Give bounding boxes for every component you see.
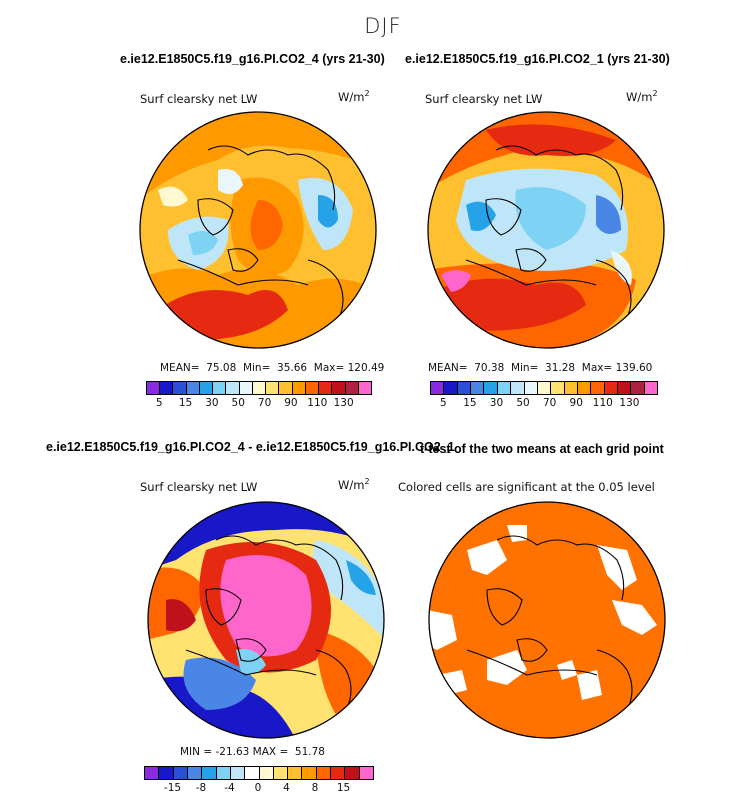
colorbar-cell: [497, 382, 512, 394]
colorbar-tick-label: 0: [254, 782, 262, 794]
colorbar-cell: [186, 382, 200, 394]
colorbar-tick-label: 110: [592, 397, 613, 409]
colorbar-cell: [331, 767, 346, 779]
colorbar-cell: [511, 382, 525, 394]
colorbar-tick-label: 15: [336, 782, 351, 794]
colorbar-cell: [604, 382, 619, 394]
colorbar-ticks-2: 5 15 30 50 70 90 110 130: [430, 397, 656, 411]
colorbar-tick-label: 50: [231, 397, 245, 409]
case-title-1: e.ie12.E1850C5.f19_g16.PI.CO2_4 (yrs 21-…: [120, 52, 385, 66]
colorbar-tick-label: 15: [178, 397, 193, 409]
colorbar-cell: [316, 767, 332, 779]
colorbar-tick-label: -8: [195, 782, 207, 794]
colorbar-cell: [187, 767, 203, 779]
colorbar-tick-label: 30: [489, 397, 504, 409]
season-title: DJF: [364, 14, 402, 38]
colorbar-tick-label: 70: [542, 397, 557, 409]
colorbar-panel-2: [430, 381, 658, 395]
map-panel-4: [428, 501, 666, 739]
colorbar-cell: [457, 382, 472, 394]
variable-label-2: Surf clearsky net LW: [425, 92, 543, 106]
colorbar-cell: [147, 382, 161, 394]
colorbar-cell: [345, 382, 359, 394]
colorbar-cell: [160, 382, 174, 394]
colorbar-cell: [213, 382, 227, 394]
colorbar-cell: [202, 767, 217, 779]
colorbar-cell: [259, 767, 274, 779]
colorbar-cell: [173, 382, 187, 394]
colorbar-tick-label: 4: [283, 782, 290, 794]
colorbar-cell: [173, 767, 188, 779]
stats-panel-3: MIN = -21.63 MAX = 51.78: [180, 746, 325, 758]
colorbar-tick-label: -15: [163, 782, 182, 794]
colorbar-cell: [444, 382, 458, 394]
colorbar-cell: [302, 767, 317, 779]
colorbar-cell: [431, 382, 445, 394]
colorbar-cell: [216, 767, 231, 779]
colorbar-ticks-3: -15 -8 -4 0 4 8 15: [144, 782, 372, 796]
colorbar-ticks-1: 5 15 30 50 70 90 110 130: [146, 397, 370, 411]
colorbar-cell: [591, 382, 605, 394]
case-title-4: t-test of the two means at each grid poi…: [420, 442, 664, 456]
stats-panel-2: MEAN= 70.38 Min= 31.28 Max= 139.60: [428, 362, 653, 374]
colorbar-tick-label: 90: [284, 397, 298, 409]
colorbar-cell: [273, 767, 289, 779]
units-label-2: W/m2: [626, 89, 658, 104]
colorbar-cell: [644, 382, 658, 394]
units-label-1: W/m2: [338, 89, 370, 104]
colorbar-cell: [252, 382, 267, 394]
colorbar-tick-label: 5: [439, 397, 447, 409]
map-panel-2: [427, 111, 665, 349]
colorbar-tick-label: -4: [224, 782, 235, 794]
colorbar-cell: [551, 382, 565, 394]
units-label-3: W/m2: [338, 477, 370, 492]
colorbar-tick-label: 110: [307, 397, 328, 409]
colorbar-cell: [305, 382, 320, 394]
colorbar-cell: [145, 767, 160, 779]
colorbar-cell: [358, 382, 371, 394]
colorbar-panel-3: [144, 766, 374, 780]
colorbar-tick-label: 130: [333, 397, 354, 409]
colorbar-cell: [319, 382, 333, 394]
colorbar-cell: [359, 767, 373, 779]
colorbar-cell: [239, 382, 253, 394]
case-title-2: e.ie12.E1850C5.f19_g16.PI.CO2_1 (yrs 21-…: [405, 52, 670, 66]
subtitle-panel-4: Colored cells are significant at the 0.0…: [398, 480, 655, 494]
colorbar-cell: [631, 382, 645, 394]
colorbar-cell: [230, 767, 246, 779]
colorbar-tick-label: 130: [619, 397, 640, 409]
colorbar-cell: [618, 382, 632, 394]
colorbar-cell: [279, 382, 293, 394]
map-panel-3: [147, 501, 385, 739]
colorbar-cell: [537, 382, 552, 394]
colorbar-cell: [524, 382, 538, 394]
colorbar-cell: [159, 767, 174, 779]
variable-label-3: Surf clearsky net LW: [140, 480, 258, 494]
colorbar-tick-label: 15: [463, 397, 477, 409]
colorbar-tick-label: 50: [516, 397, 530, 409]
colorbar-cell: [564, 382, 578, 394]
colorbar-cell: [577, 382, 592, 394]
colorbar-panel-1: [146, 381, 372, 395]
colorbar-tick-label: 5: [155, 397, 163, 409]
case-title-3: e.ie12.E1850C5.f19_g16.PI.CO2_4 - e.ie12…: [46, 440, 455, 454]
colorbar-cell: [292, 382, 306, 394]
colorbar-cell: [226, 382, 240, 394]
colorbar-cell: [484, 382, 498, 394]
stats-panel-1: MEAN= 75.08 Min= 35.66 Max= 120.49: [160, 362, 385, 374]
colorbar-tick-label: 90: [569, 397, 583, 409]
colorbar-cell: [471, 382, 485, 394]
colorbar-cell: [345, 767, 360, 779]
map-panel-1: [139, 111, 377, 349]
colorbar-tick-label: 8: [311, 782, 319, 794]
colorbar-tick-label: 30: [205, 397, 219, 409]
colorbar-cell: [199, 382, 214, 394]
colorbar-tick-label: 70: [257, 397, 272, 409]
colorbar-cell: [245, 767, 260, 779]
colorbar-cell: [288, 767, 303, 779]
colorbar-cell: [266, 382, 280, 394]
variable-label-1: Surf clearsky net LW: [140, 92, 258, 106]
colorbar-cell: [332, 382, 346, 394]
